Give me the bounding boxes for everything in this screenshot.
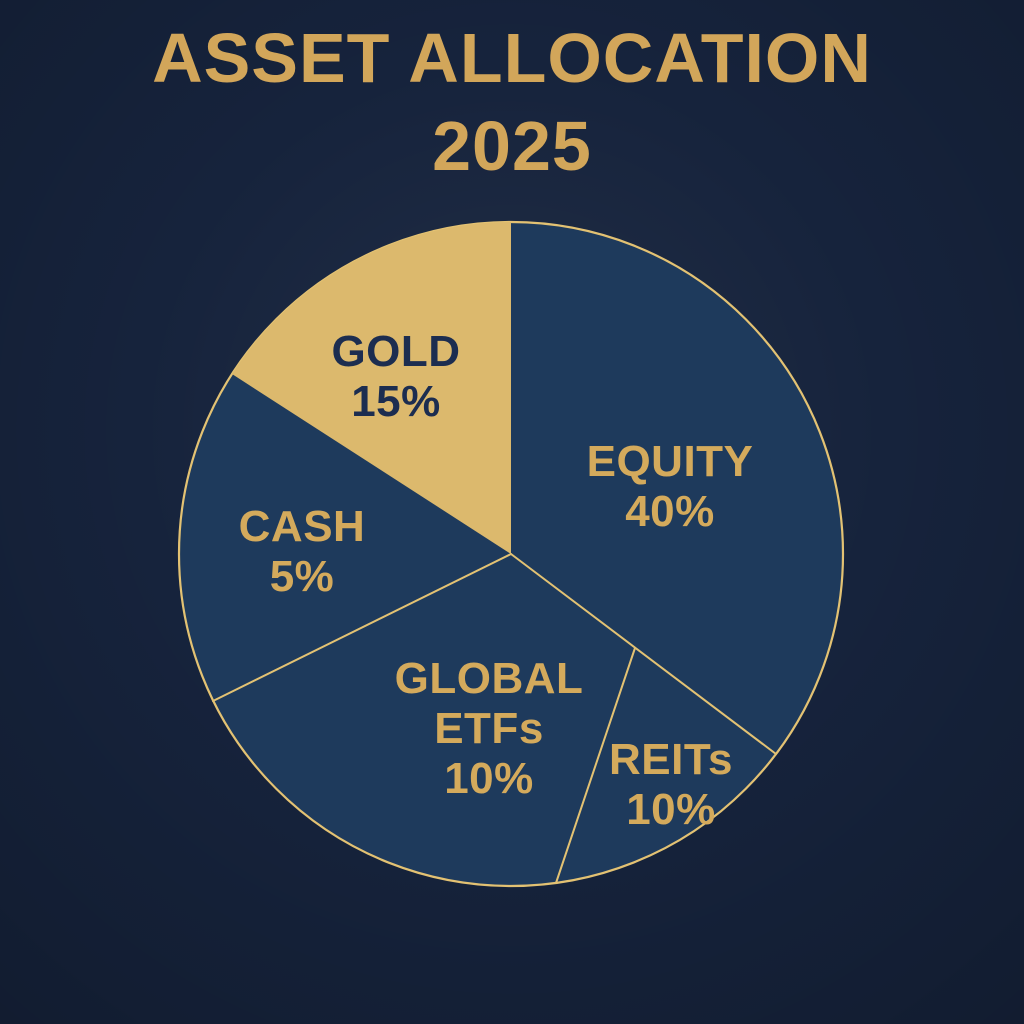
slice-percent: 15%: [351, 377, 441, 426]
slice-label-reits: REITs 10%: [609, 735, 733, 835]
slice-percent: 10%: [626, 785, 716, 834]
slice-name-line1: GLOBAL: [394, 654, 584, 703]
divider-equity-reits: [510, 553, 777, 755]
slice-name: GOLD: [331, 327, 461, 376]
divider-etfs-cash: [212, 553, 512, 702]
gold-slice: [232, 222, 511, 554]
slice-name: REITs: [609, 735, 733, 784]
chart-title: ASSET ALLOCATION 2025: [0, 14, 1024, 190]
slice-label-cash: CASH 5%: [239, 502, 366, 602]
slice-percent: 5%: [269, 552, 335, 601]
slice-label-gold: GOLD 15%: [331, 327, 460, 427]
chart-title-line2: 2025: [432, 107, 592, 185]
slice-name: EQUITY: [586, 437, 754, 486]
slice-name-line2: ETFs: [434, 704, 544, 753]
chart-title-line1: ASSET ALLOCATION: [152, 19, 872, 97]
divider-reits-etfs: [555, 647, 636, 884]
slice-percent: 40%: [625, 487, 715, 536]
slice-label-equity: EQUITY 40%: [587, 437, 754, 537]
slice-label-global-etfs: GLOBAL ETFs 10%: [395, 654, 584, 804]
slice-percent: 10%: [444, 754, 534, 803]
slice-name: CASH: [238, 502, 366, 551]
